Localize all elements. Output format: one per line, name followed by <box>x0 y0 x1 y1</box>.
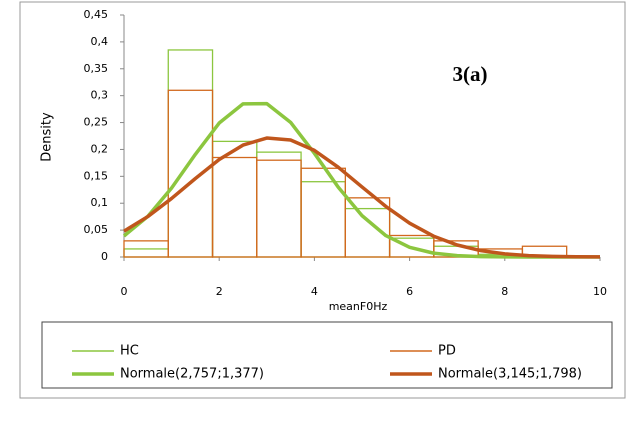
y-tick-label: 0,1 <box>91 196 109 209</box>
x-tick-label: 8 <box>501 285 508 298</box>
x-tick-label: 0 <box>121 285 128 298</box>
y-tick-label: 0,05 <box>84 223 109 236</box>
y-tick-label: 0,15 <box>84 169 109 182</box>
normal-curve <box>123 136 601 259</box>
legend-label: HC <box>120 344 139 359</box>
legend-label: Normale(3,145;1,798) <box>438 367 582 382</box>
y-tick-label: 0,45 <box>84 8 109 21</box>
legend-label: Normale(2,757;1,377) <box>120 367 264 382</box>
legend-label: PD <box>438 344 456 359</box>
x-tick-label: 10 <box>593 285 607 298</box>
y-tick-label: 0,4 <box>91 35 109 48</box>
y-tick-label: 0 <box>101 250 108 263</box>
y-tick-label: 0,3 <box>91 89 109 102</box>
y-tick-label: 0,2 <box>91 142 109 155</box>
x-tick-label: 4 <box>311 285 318 298</box>
x-axis-label: meanF0Hz <box>329 300 388 313</box>
y-axis-label: Density <box>40 112 55 162</box>
y-tick-label: 0,25 <box>84 116 109 129</box>
annotation: 3(a) <box>453 62 488 86</box>
normal-curve <box>122 101 600 259</box>
histogram-bar <box>167 89 214 258</box>
y-tick-label: 0,35 <box>84 62 109 75</box>
histogram-bar <box>300 181 346 258</box>
histogram-bar <box>211 156 258 258</box>
histogram-bar <box>344 197 391 258</box>
histogram-bar <box>167 49 214 258</box>
histogram-bar <box>123 248 169 258</box>
legend-box <box>41 321 613 389</box>
histogram-bar <box>256 151 302 258</box>
histogram-bar <box>256 159 302 258</box>
x-tick-label: 2 <box>216 285 223 298</box>
chart-frame <box>19 1 626 399</box>
x-tick-label: 6 <box>406 285 413 298</box>
